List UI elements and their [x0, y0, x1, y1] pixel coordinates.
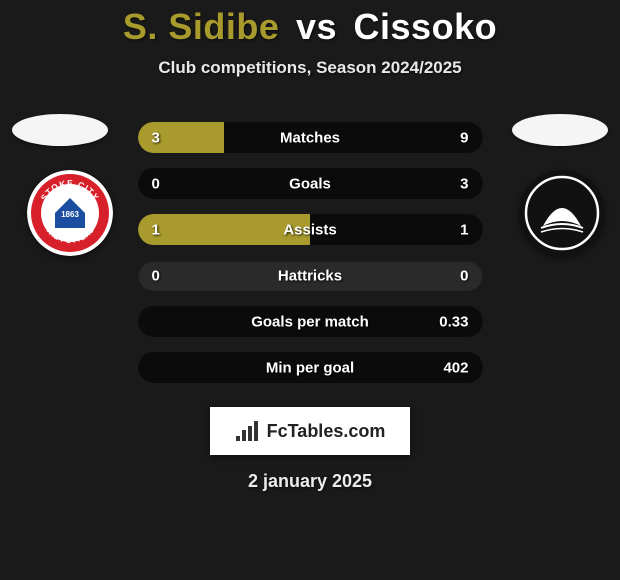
stat-bar: 0 Goals 3 [138, 168, 483, 199]
club-badge-right [519, 170, 605, 256]
stat-bar: Min per goal 402 [138, 352, 483, 383]
club-right-logo-svg [519, 170, 605, 256]
stat-value-right: 3 [460, 175, 468, 192]
stat-value-right: 402 [443, 359, 468, 376]
stat-bar: 0 Hattricks 0 [138, 260, 483, 291]
player2-avatar [512, 114, 608, 146]
title-player2: Cissoko [354, 6, 498, 47]
stat-value-right: 1 [460, 221, 468, 238]
stat-label: Goals [289, 175, 331, 192]
stat-bars: 3 Matches 9 0 Goals 3 1 Assists 1 0 Hattricks 0 Goal… [138, 114, 483, 383]
svg-text:1863: 1863 [61, 210, 79, 219]
stat-value-right: 0 [460, 267, 468, 284]
title-vs: vs [296, 6, 337, 47]
attribution-icon [235, 420, 261, 442]
date-label: 2 january 2025 [0, 471, 620, 492]
stat-bar: 1 Assists 1 [138, 214, 483, 245]
stat-value-left: 1 [152, 221, 160, 238]
page-title: S. Sidibe vs Cissoko [0, 0, 620, 48]
stat-label: Hattricks [278, 267, 342, 284]
attribution: FcTables.com [210, 407, 410, 455]
stat-value-left: 0 [152, 175, 160, 192]
stat-label: Min per goal [266, 359, 354, 376]
title-player1: S. Sidibe [123, 6, 280, 47]
club-badge-left: 1863 STOKE CITY THE POTTERS [27, 170, 113, 256]
stat-value-left: 3 [152, 129, 160, 146]
stat-label: Goals per match [251, 313, 369, 330]
stat-value-left: 0 [152, 267, 160, 284]
stat-label: Matches [280, 129, 340, 146]
stat-value-right: 0.33 [439, 313, 468, 330]
club-left-logo-svg: 1863 STOKE CITY THE POTTERS [27, 170, 113, 256]
stat-value-right: 9 [460, 129, 468, 146]
stat-label: Assists [283, 221, 336, 238]
subtitle: Club competitions, Season 2024/2025 [0, 58, 620, 78]
attribution-text: FcTables.com [267, 421, 386, 442]
player1-avatar [12, 114, 108, 146]
stat-bar: 3 Matches 9 [138, 122, 483, 153]
stat-bar: Goals per match 0.33 [138, 306, 483, 337]
content: 1863 STOKE CITY THE POTTERS 3 Matches 9 0 Go… [0, 114, 620, 383]
